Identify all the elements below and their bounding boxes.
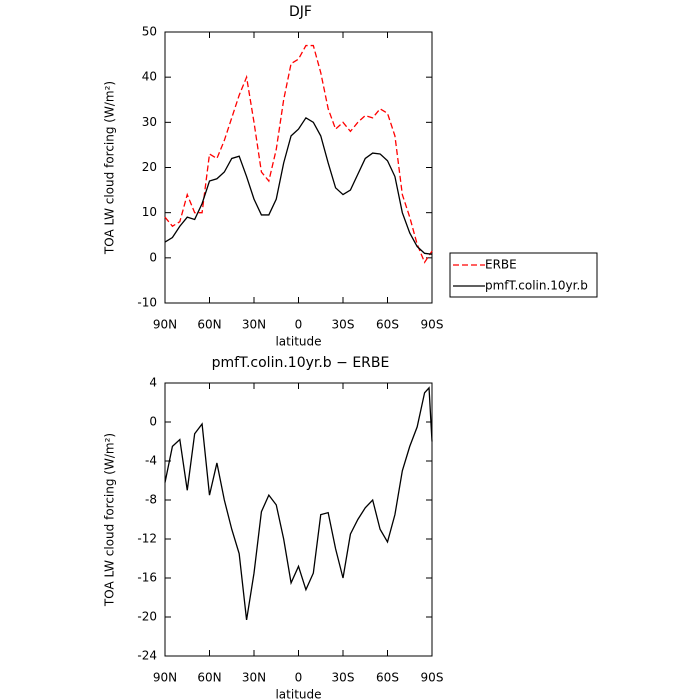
y-tick-label: -16: [137, 571, 157, 585]
y-tick-label: 30: [142, 115, 157, 129]
plot-frame: [164, 382, 433, 657]
x-tick-label: 90S: [421, 318, 444, 332]
y-tick-label: 10: [142, 205, 157, 219]
y-axis-label: TOA LW cloud forcing (W/m²): [103, 81, 117, 255]
series-line: [164, 44, 433, 264]
x-tick-label: 30S: [332, 318, 355, 332]
legend-box: [449, 252, 598, 298]
y-tick-label: -20: [137, 610, 157, 624]
y-tick-label: 0: [149, 250, 157, 264]
x-tick-label: 90N: [153, 671, 177, 685]
x-tick-label: 60N: [197, 671, 221, 685]
y-tick-label: 0: [149, 415, 157, 429]
y-tick-label: 20: [142, 160, 157, 174]
chart-title: pmfT.colin.10yr.b − ERBE: [212, 355, 390, 371]
y-tick-label: -8: [145, 493, 157, 507]
x-tick-label: 30N: [242, 318, 266, 332]
x-tick-label: 30N: [242, 671, 266, 685]
y-tick-label: -12: [137, 532, 157, 546]
y-tick-label: 40: [142, 70, 157, 84]
plot-frame: [164, 31, 433, 304]
y-tick-label: -10: [137, 296, 157, 310]
y-tick-label: -24: [137, 649, 157, 663]
legend-label: ERBE: [485, 258, 517, 272]
x-tick-label: 60N: [197, 318, 221, 332]
y-tick-label: -4: [145, 454, 157, 468]
x-axis-label: latitude: [275, 688, 321, 700]
x-tick-label: 0: [295, 671, 303, 685]
x-tick-label: 60S: [376, 318, 399, 332]
x-tick-label: 0: [295, 318, 303, 332]
x-tick-label: 60S: [376, 671, 399, 685]
y-tick-label: 4: [149, 376, 157, 390]
series-line: [164, 116, 433, 255]
series-line: [164, 386, 433, 621]
legend-label: pmfT.colin.10yr.b: [485, 279, 588, 293]
y-axis-label: TOA LW cloud forcing (W/m²): [103, 433, 117, 607]
x-axis-label: latitude: [275, 335, 321, 349]
y-tick-label: 50: [142, 25, 157, 39]
x-tick-label: 30S: [332, 671, 355, 685]
chart-title: DJF: [289, 4, 312, 20]
x-tick-label: 90N: [153, 318, 177, 332]
x-tick-label: 90S: [421, 671, 444, 685]
